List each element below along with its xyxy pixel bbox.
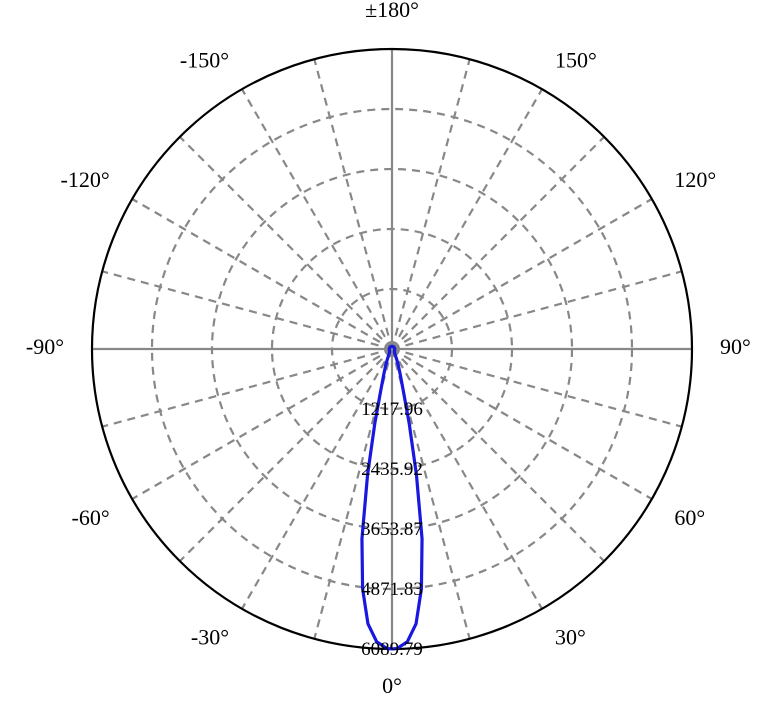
radial-label: 1217.96 xyxy=(361,399,423,420)
radial-label: 2435.92 xyxy=(361,459,423,480)
angle-label: 150° xyxy=(555,48,597,73)
angle-label: ±180° xyxy=(365,0,419,22)
angle-label: 0° xyxy=(382,673,402,698)
radial-label: 3653.87 xyxy=(361,519,423,540)
angle-label: 60° xyxy=(674,505,705,530)
angle-label: -90° xyxy=(26,334,64,359)
angle-label: -30° xyxy=(191,624,229,649)
angle-label: -60° xyxy=(72,505,110,530)
angle-label: 90° xyxy=(720,334,751,359)
radial-label: 6089.79 xyxy=(361,639,423,660)
radial-label: 4871.83 xyxy=(361,579,423,600)
polar-chart: ±180° 150° 120° 90° 60° 30° 0° -30° -60° -90° -120… xyxy=(0,0,764,708)
angle-label: -120° xyxy=(61,167,110,192)
angle-label: -150° xyxy=(180,48,229,73)
angle-label: 120° xyxy=(674,167,716,192)
angle-label: 30° xyxy=(555,624,586,649)
